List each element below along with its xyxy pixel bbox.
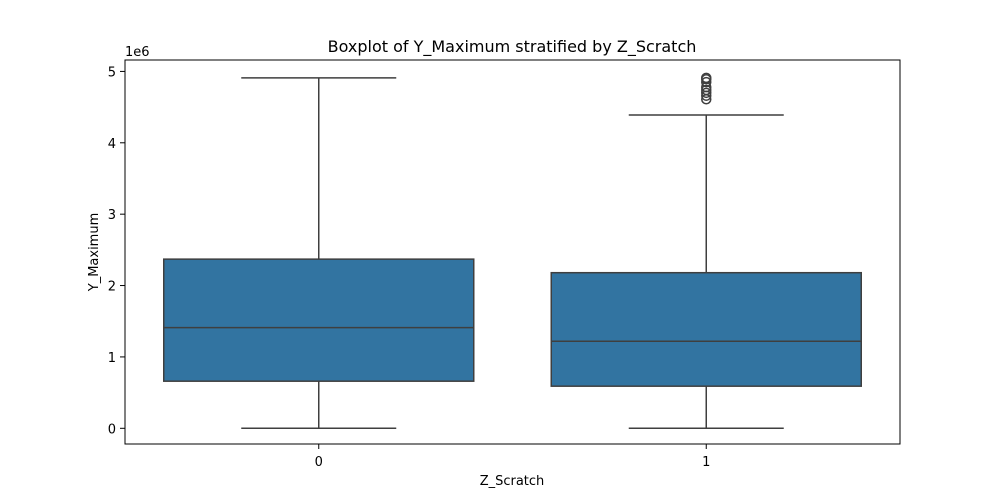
x-tick-label: 0	[315, 455, 323, 470]
y-axis-label: Y_Maximum	[87, 213, 102, 293]
y-offset-label: 1e6	[125, 45, 150, 60]
x-axis-label: Z_Scratch	[480, 474, 545, 489]
axes-frame	[124, 59, 901, 445]
y-tick-label: 3	[108, 208, 116, 223]
plot-area: 0 1 2 3 4 5 0 1	[108, 65, 862, 470]
outlier-point	[701, 72, 712, 84]
iqr-box	[163, 258, 475, 382]
iqr-box	[550, 271, 862, 387]
chart-title: Boxplot of Y_Maximum stratified by Z_Scr…	[328, 37, 697, 57]
x-tick-label: 1	[702, 455, 710, 470]
box-group-1	[550, 72, 862, 430]
y-tick-label: 1	[108, 351, 116, 366]
y-tick-label: 4	[108, 137, 116, 152]
y-tick-label: 5	[108, 65, 116, 80]
box-group-0	[163, 77, 475, 430]
outlier-point	[701, 76, 712, 88]
y-tick-label: 0	[108, 422, 116, 437]
outlier-point	[701, 84, 712, 96]
y-tick-label: 2	[108, 280, 116, 295]
outlier-point	[701, 87, 712, 99]
